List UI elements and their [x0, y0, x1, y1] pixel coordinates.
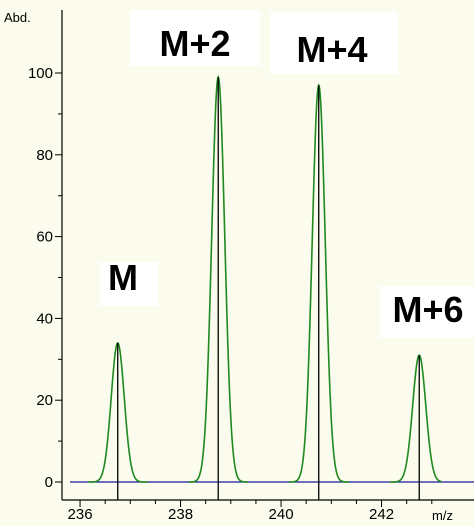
x-tick-label: 236 [68, 506, 93, 523]
centroid-sticks [117, 77, 420, 500]
peak-label-box [130, 10, 260, 66]
x-tick-label: 240 [269, 506, 294, 523]
peak-labels: M M+2 M+4 M+6 [100, 10, 474, 338]
peak-label-2: M+2 [159, 23, 230, 64]
y-tick-label: 60 [36, 229, 53, 246]
y-axis-title: Abd. [4, 10, 31, 25]
peak-label-box [270, 12, 398, 74]
profile-peak-4 [389, 354, 442, 483]
peak-label-box [100, 262, 158, 306]
peak-label-1: M [108, 257, 138, 298]
x-axis-title: m/z [432, 508, 453, 523]
peak-label-4: M+6 [392, 289, 463, 330]
axes: 0 20 40 60 80 100 236 238 240 242 Abd. m/z [4, 10, 474, 523]
y-tick-label: 20 [36, 392, 53, 409]
y-tick-label: 40 [36, 310, 53, 327]
y-tick-label: 80 [36, 147, 53, 164]
y-tick-label: 100 [28, 65, 53, 82]
peak-label-3: M+4 [296, 29, 367, 70]
peak-label-box [380, 286, 474, 338]
x-tick-label: 238 [168, 506, 193, 523]
x-tick-label: 242 [369, 506, 394, 523]
y-tick-label: 0 [45, 474, 53, 491]
